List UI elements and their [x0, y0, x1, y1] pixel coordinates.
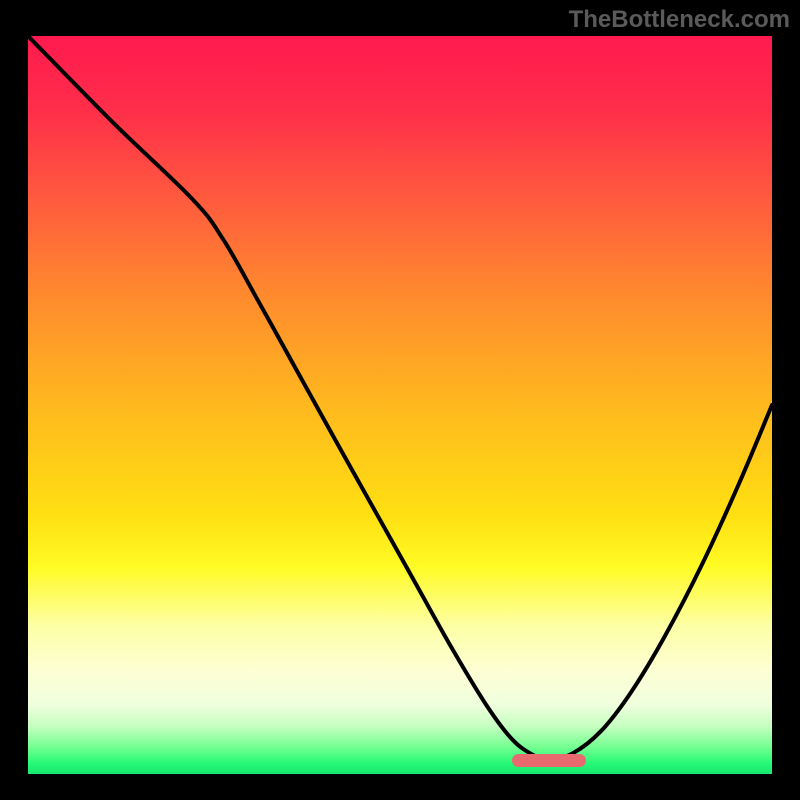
bottleneck-curve [28, 36, 772, 774]
watermark-text: TheBottleneck.com [569, 6, 790, 34]
optimal-range-marker [512, 754, 586, 767]
